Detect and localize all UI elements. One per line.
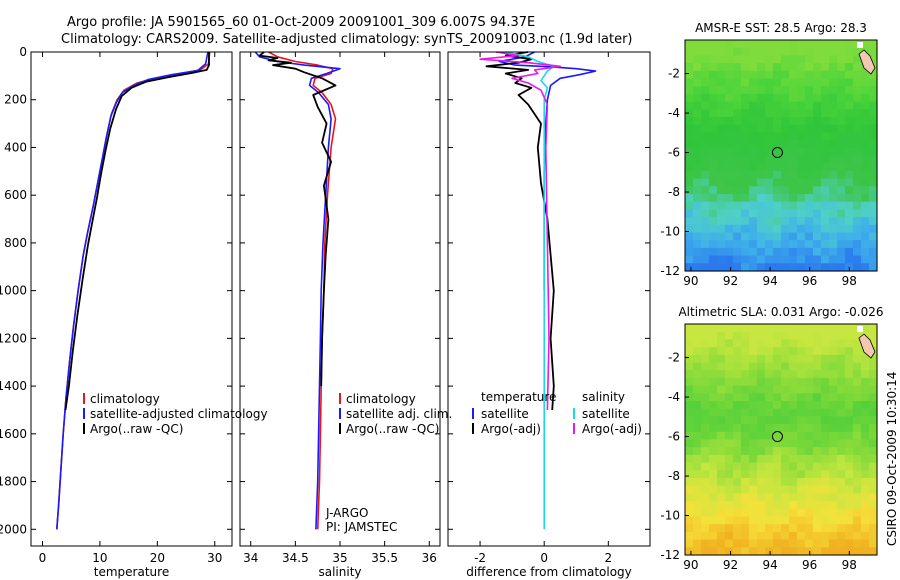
y-tick-label: 400: [4, 140, 27, 154]
x-tick-label-salinity: 34: [243, 551, 258, 565]
legend-label-temperature: satellite: [481, 407, 529, 421]
axes-frame-salinity: [239, 51, 441, 547]
x-tick-label-salinity: 35: [332, 551, 347, 565]
y-tick-label: 2000: [0, 522, 27, 536]
y-tick-label: 1200: [0, 331, 27, 345]
legend-label-temperature: satellite-adjusted climatology: [90, 407, 268, 421]
annotation-label: PI: JAMSTEC: [326, 520, 397, 534]
y-tick-label: 0: [19, 45, 27, 59]
island-shape: [858, 49, 876, 75]
map-title-sla_map: Altimetric SLA: 0.031 Argo: -0.026: [678, 305, 883, 319]
heatmap-cells-sla_map: [685, 324, 878, 556]
map-y-tick-label: -2: [668, 67, 680, 81]
x-tick-label-temperature: 10: [92, 551, 107, 565]
x-tick-label-difference: -2: [474, 551, 486, 565]
map-frame-sst_map: [684, 39, 878, 272]
y-tick-label: 200: [4, 93, 27, 107]
x-tick-label-temperature: 0: [39, 551, 47, 565]
map-y-tick-label: -10: [660, 509, 680, 523]
series-line-salinity-2: [258, 51, 337, 387]
legend-label-salinity: climatology: [346, 392, 416, 406]
annotation-label: J-ARGO: [325, 506, 368, 520]
legend-label-salinity: Argo(..raw -QC): [346, 422, 439, 436]
map-x-tick-label: 90: [683, 274, 698, 288]
map-sst_map: AMSR-E SST: 28.5 Argo: 28.3 90 92 94 96 98 -2 -…: [660, 21, 878, 288]
legend-label-salinity: Argo(-adj): [582, 422, 642, 436]
map-x-tick-label: 92: [723, 558, 738, 572]
series-line-temperature-2: [64, 52, 210, 411]
map-y-tick-label: -4: [668, 106, 680, 120]
panel-temperature: 0 10 20 30 0 200 400 600 800 1000 1200 1400 1600 1800…: [0, 45, 268, 579]
argo-location-marker: [771, 147, 783, 159]
map-y-tick-label: -10: [660, 225, 680, 239]
credit-label: CSIRO 09-Oct-2009 10:30:14: [885, 372, 899, 546]
island-shape: [858, 333, 876, 359]
map-x-tick-label: 96: [802, 274, 817, 288]
y-tick-label: 800: [4, 236, 27, 250]
legend-label-salinity: satellite: [582, 407, 630, 421]
series-line-salinity-0: [268, 51, 337, 530]
map-x-tick-label: 98: [842, 558, 857, 572]
heatmap-cells-sst_map: [685, 40, 878, 272]
x-tick-label-salinity: 36: [422, 551, 437, 565]
y-tick-label: 1600: [0, 427, 27, 441]
map-x-tick-label: 94: [762, 274, 777, 288]
map-x-tick-label: 96: [802, 558, 817, 572]
map-y-tick-label: -2: [668, 351, 680, 365]
legend-title-salinity: salinity: [582, 390, 625, 404]
legend-label-salinity: satellite adj. clim.: [346, 407, 452, 421]
legend-title-temperature: temperature: [481, 390, 556, 404]
coast-blank: [857, 326, 863, 332]
x-axis-label-difference: difference from climatology: [466, 565, 632, 579]
series-line-difference-1: [485, 51, 555, 411]
coast-blank: [857, 42, 863, 48]
map-y-tick-label: -12: [660, 548, 680, 562]
series-line-temperature-1: [56, 51, 209, 530]
y-tick-label: 1800: [0, 475, 27, 489]
x-tick-label-temperature: 30: [207, 551, 222, 565]
x-axis-label-temperature: temperature: [94, 565, 169, 579]
series-line-temperature-0: [56, 51, 211, 530]
map-x-tick-label: 90: [683, 558, 698, 572]
axes-frame-temperature: [30, 51, 233, 547]
map-y-tick-label: -4: [668, 390, 680, 404]
map-y-tick-label: -6: [668, 430, 680, 444]
map-sla_map: Altimetric SLA: 0.031 Argo: -0.026 90 92 94…: [660, 305, 883, 572]
legend-label-temperature: Argo(..raw -QC): [90, 422, 183, 436]
figure-title-line1: Argo profile: JA 5901565_60 01-Oct-2009 …: [67, 15, 535, 30]
map-x-tick-label: 92: [723, 274, 738, 288]
map-frame-sla_map: [684, 323, 878, 556]
map-x-tick-label: 98: [842, 274, 857, 288]
series-line-difference-2: [505, 51, 555, 530]
y-tick-label: 1000: [0, 284, 27, 298]
x-tick-label-temperature: 20: [150, 551, 165, 565]
map-y-tick-label: -8: [668, 469, 680, 483]
map-y-tick-label: -8: [668, 185, 680, 199]
map-title-sst_map: AMSR-E SST: 28.5 Argo: 28.3: [695, 21, 867, 35]
x-tick-label-salinity: 35.5: [371, 551, 398, 565]
panel-salinity: 34 34.5 35 35.5 36 salinity climatologysatelli…: [239, 51, 452, 579]
series-line-difference-3: [479, 51, 562, 411]
y-tick-label: 600: [4, 188, 27, 202]
legend-label-temperature: climatology: [90, 392, 160, 406]
map-y-tick-label: -6: [668, 146, 680, 160]
legend-label-temperature: Argo(-adj): [481, 422, 541, 436]
x-tick-label-salinity: 34.5: [282, 551, 309, 565]
argo-location-marker: [771, 431, 783, 443]
map-y-tick-label: -12: [660, 264, 680, 278]
x-axis-label-salinity: salinity: [318, 565, 361, 579]
map-x-tick-label: 94: [762, 558, 777, 572]
series-line-salinity-1: [254, 51, 341, 530]
x-tick-label-difference: 0: [540, 551, 548, 565]
axes-frame-difference: [447, 51, 651, 547]
x-tick-label-difference: 2: [604, 551, 612, 565]
figure-title-line2: Climatology: CARS2009. Satellite-adjuste…: [61, 32, 633, 47]
y-tick-label: 1400: [0, 379, 27, 393]
